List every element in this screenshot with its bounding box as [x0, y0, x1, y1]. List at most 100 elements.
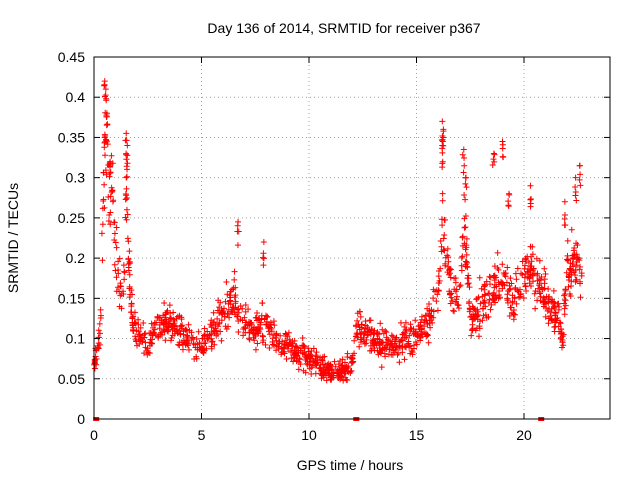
- data-point: [513, 276, 520, 283]
- data-point: [115, 258, 122, 265]
- data-point: [527, 267, 534, 274]
- data-point: [461, 162, 468, 169]
- data-point: [491, 284, 498, 291]
- data-point: [451, 275, 458, 282]
- data-point: [273, 337, 280, 344]
- data-point: [278, 349, 285, 356]
- data-point: [101, 144, 108, 151]
- data-point: [556, 303, 563, 310]
- data-point: [481, 281, 488, 288]
- data-point: [361, 340, 368, 347]
- data-point: [101, 82, 108, 89]
- data-point: [534, 270, 541, 277]
- data-point: [91, 365, 98, 372]
- data-point: [530, 271, 537, 278]
- data-point: [444, 252, 451, 259]
- data-point: [135, 321, 142, 328]
- data-point: [157, 314, 164, 321]
- data-point: [210, 309, 217, 316]
- data-point: [266, 323, 273, 330]
- data-point: [121, 276, 128, 283]
- data-point: [396, 359, 403, 366]
- data-point: [577, 182, 584, 189]
- data-point: [99, 221, 106, 228]
- data-point: [366, 317, 373, 324]
- data-point: [305, 345, 312, 352]
- data-point: [189, 334, 196, 341]
- data-point: [275, 345, 282, 352]
- data-point: [527, 182, 534, 189]
- data-point: [301, 343, 308, 350]
- data-point: [438, 243, 445, 250]
- data-point: [337, 376, 344, 383]
- data-point: [525, 273, 532, 280]
- data-point: [280, 348, 287, 355]
- data-point: [123, 173, 130, 180]
- data-point: [523, 288, 530, 295]
- data-point: [354, 317, 361, 324]
- data-point: [129, 314, 136, 321]
- data-point: [202, 339, 209, 346]
- data-point: [399, 337, 406, 344]
- x-tick-label: 20: [516, 427, 532, 443]
- data-point: [222, 298, 229, 305]
- data-point: [472, 307, 479, 314]
- data-point: [241, 314, 248, 321]
- data-point: [463, 258, 470, 265]
- data-point: [467, 306, 474, 313]
- data-point: [401, 323, 408, 330]
- data-point: [477, 318, 484, 325]
- data-point: [564, 256, 571, 263]
- data-point: [123, 216, 130, 223]
- data-point: [457, 282, 464, 289]
- data-point: [435, 280, 442, 287]
- data-point: [442, 262, 449, 269]
- data-point: [208, 335, 215, 342]
- data-point: [101, 181, 108, 188]
- data-point: [224, 311, 231, 318]
- data-point: [536, 257, 543, 264]
- data-point: [509, 299, 516, 306]
- data-point: [394, 351, 401, 358]
- data-point: [412, 329, 419, 336]
- data-point: [377, 320, 384, 327]
- data-point: [542, 304, 549, 311]
- data-point: [318, 368, 325, 375]
- data-point: [263, 312, 270, 319]
- data-point: [147, 342, 154, 349]
- data-point: [95, 340, 102, 347]
- data-point: [462, 212, 469, 219]
- data-point: [440, 128, 447, 135]
- data-point: [232, 298, 239, 305]
- data-point: [134, 342, 141, 349]
- data-point: [512, 270, 519, 277]
- data-point: [487, 281, 494, 288]
- data-point: [439, 160, 446, 167]
- data-point: [156, 321, 163, 328]
- data-point: [499, 153, 506, 160]
- data-point: [407, 343, 414, 350]
- y-tick-label: 0.15: [58, 290, 85, 306]
- data-point: [571, 245, 578, 252]
- data-point: [271, 322, 278, 329]
- data-point: [424, 321, 431, 328]
- data-point: [459, 151, 466, 158]
- data-point: [104, 121, 111, 128]
- data-point: [524, 268, 531, 275]
- data-point: [128, 300, 135, 307]
- data-point: [561, 296, 568, 303]
- data-point: [517, 270, 524, 277]
- data-point: [103, 113, 110, 120]
- data-point: [546, 293, 553, 300]
- data-point: [418, 313, 425, 320]
- data-point: [351, 350, 358, 357]
- data-point: [113, 224, 120, 231]
- data-point: [142, 330, 149, 337]
- data-point: [502, 270, 509, 277]
- data-point: [470, 313, 477, 320]
- data-point: [480, 299, 487, 306]
- data-point: [576, 176, 583, 183]
- data-point: [450, 307, 457, 314]
- data-point: [157, 331, 164, 338]
- data-point: [573, 259, 580, 266]
